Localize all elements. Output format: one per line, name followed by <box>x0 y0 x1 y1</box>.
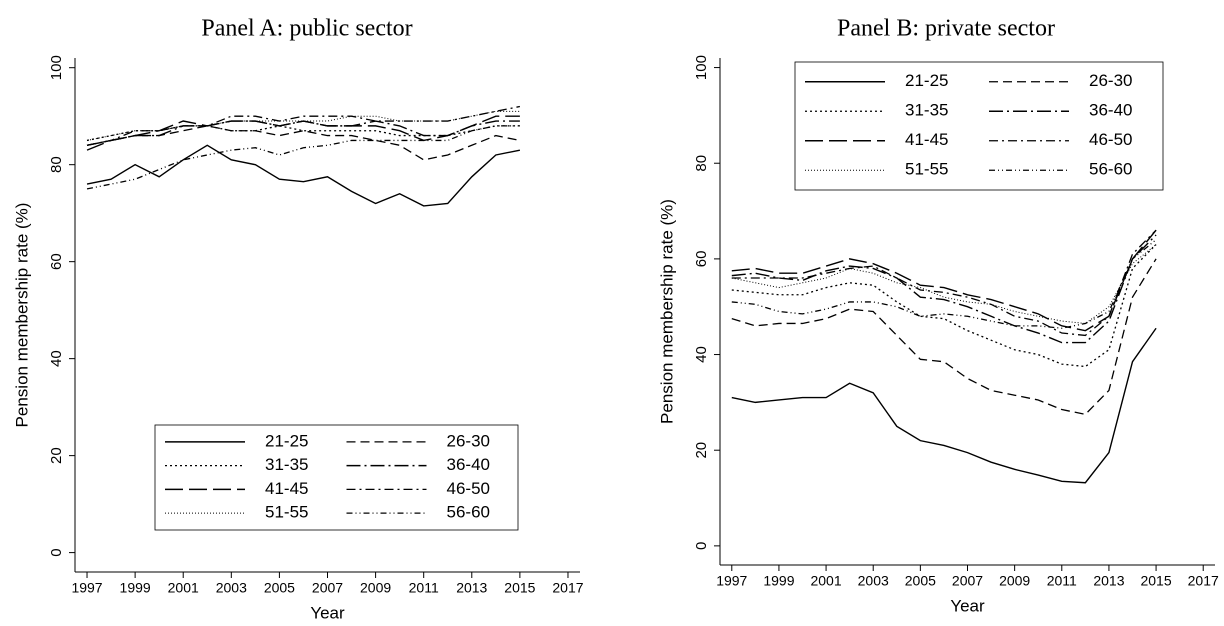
y-tick-label: 20 <box>48 447 65 464</box>
x-tick-label: 2003 <box>216 580 247 596</box>
legend-label: 36-40 <box>1089 101 1132 120</box>
y-tick-label: 80 <box>48 156 65 173</box>
legend-label: 46-50 <box>1089 130 1132 149</box>
series-line <box>86 144 521 207</box>
legend-label: 31-35 <box>265 455 308 474</box>
chart-title: Panel B: private sector <box>837 16 1055 42</box>
series-line <box>731 258 1157 416</box>
series-line <box>86 120 520 146</box>
legend-label: 51-55 <box>905 160 948 179</box>
x-tick-label: 2009 <box>999 573 1030 589</box>
series-line <box>731 244 1157 324</box>
chart-title: Panel A: public sector <box>201 16 412 42</box>
legend-label: 41-45 <box>905 130 948 149</box>
x-tick-label: 1997 <box>716 573 747 589</box>
y-axis-label: Pension membership rate (%) <box>657 199 676 424</box>
x-tick-label: 2013 <box>456 580 487 596</box>
legend-label: 46-50 <box>447 479 490 498</box>
legend-label: 36-40 <box>447 455 490 474</box>
x-axis-label: Year <box>310 603 345 622</box>
legend-label: 51-55 <box>265 503 308 522</box>
x-tick-label: 2001 <box>810 573 841 589</box>
x-tick-label: 2005 <box>905 573 936 589</box>
y-tick-label: 100 <box>48 55 65 80</box>
x-tick-label: 2017 <box>1188 573 1219 589</box>
x-tick-label: 2007 <box>952 573 983 589</box>
series-line <box>731 239 1157 329</box>
legend-label: 21-25 <box>265 431 308 450</box>
x-tick-label: 2013 <box>1093 573 1124 589</box>
x-tick-label: 2017 <box>552 580 583 596</box>
y-tick-label: 20 <box>693 442 710 459</box>
series-line <box>731 244 1157 368</box>
x-tick-label: 2015 <box>1140 573 1171 589</box>
series-line <box>86 105 521 146</box>
y-tick-label: 80 <box>693 155 710 172</box>
y-tick-label: 0 <box>48 548 65 556</box>
series-line <box>86 115 520 151</box>
x-tick-label: 1999 <box>763 573 794 589</box>
legend-label: 26-30 <box>1089 71 1132 90</box>
y-tick-label: 60 <box>693 251 710 268</box>
y-tick-label: 40 <box>693 346 710 363</box>
y-axis-label: Pension membership rate (%) <box>12 203 31 428</box>
x-axis-label: Year <box>950 596 985 615</box>
series-line <box>731 229 1157 337</box>
legend-label: 41-45 <box>265 479 308 498</box>
legend-label: 56-60 <box>447 503 490 522</box>
x-tick-label: 2007 <box>312 580 343 596</box>
x-tick-label: 2005 <box>264 580 295 596</box>
series-line <box>731 229 1157 332</box>
x-tick-label: 2001 <box>168 580 199 596</box>
legend-label: 26-30 <box>447 431 490 450</box>
x-tick-label: 2011 <box>409 580 439 596</box>
series-line <box>86 110 520 141</box>
x-tick-label: 2011 <box>1047 573 1077 589</box>
x-tick-label: 1999 <box>120 580 151 596</box>
legend-box <box>794 61 1164 191</box>
series-line <box>86 125 520 190</box>
series-line <box>731 234 1157 344</box>
legend-label: 56-60 <box>1089 160 1132 179</box>
legend-label: 31-35 <box>905 101 948 120</box>
y-tick-label: 0 <box>693 542 710 550</box>
y-tick-label: 60 <box>48 253 65 270</box>
x-tick-label: 2003 <box>858 573 889 589</box>
x-tick-label: 2009 <box>360 580 391 596</box>
y-tick-label: 100 <box>693 55 710 80</box>
x-tick-label: 1997 <box>71 580 102 596</box>
series-line <box>731 327 1157 484</box>
y-tick-label: 40 <box>48 350 65 367</box>
legend-label: 21-25 <box>905 71 948 90</box>
x-tick-label: 2015 <box>504 580 535 596</box>
series-line <box>86 125 520 142</box>
